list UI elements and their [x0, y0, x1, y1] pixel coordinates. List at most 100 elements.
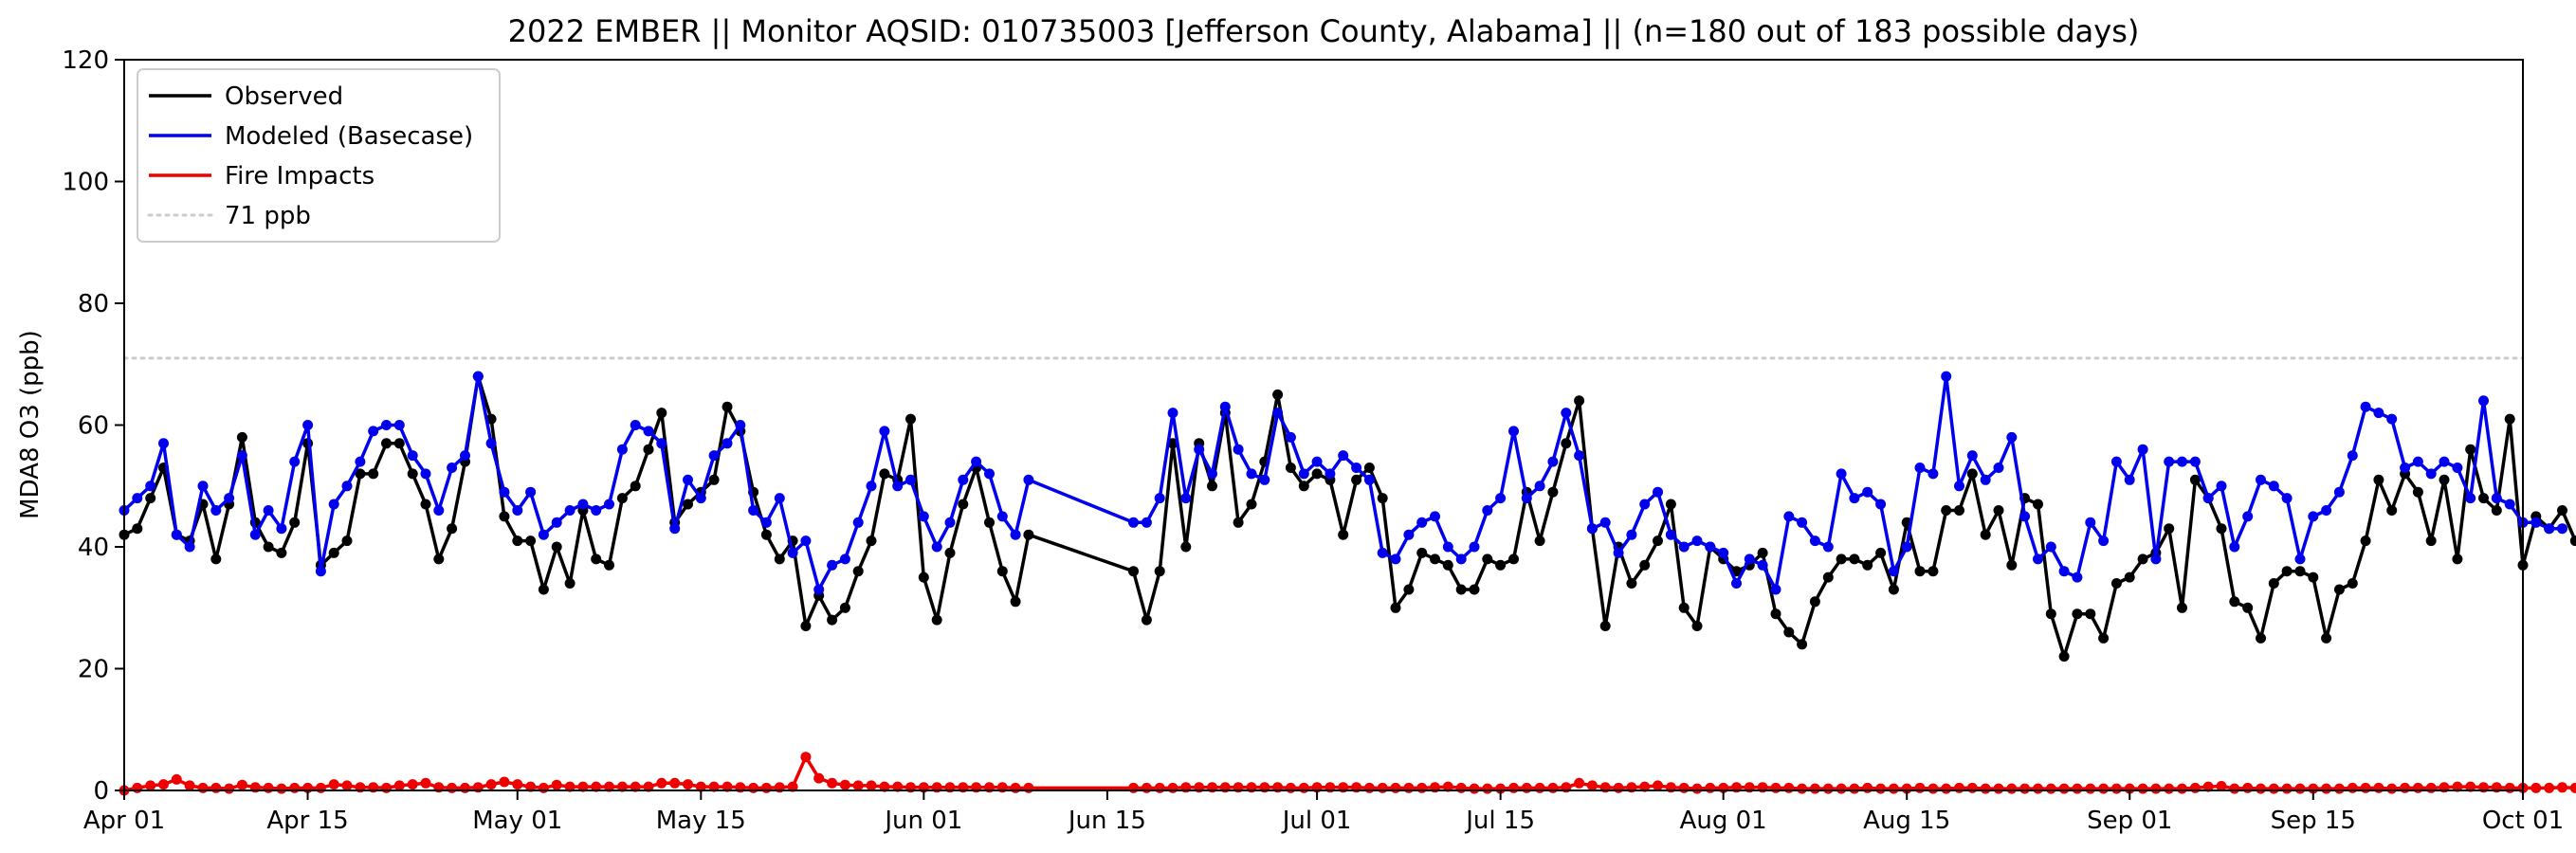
- x-tick-label: Sep 01: [2087, 807, 2172, 835]
- data-point-fire-impacts: [1927, 783, 1939, 794]
- data-point-modeled-basecase: [236, 450, 247, 462]
- data-point-observed: [2033, 499, 2043, 510]
- data-point-modeled-basecase: [2452, 463, 2463, 473]
- data-point-observed: [2164, 523, 2175, 535]
- data-point-observed: [2242, 602, 2254, 613]
- data-point-observed: [1599, 621, 1611, 631]
- data-point-observed: [551, 541, 562, 553]
- data-point-observed: [2137, 554, 2148, 565]
- data-point-modeled-basecase: [2321, 505, 2332, 516]
- data-point-observed: [1954, 505, 1964, 516]
- data-point-fire-impacts: [485, 779, 497, 790]
- data-point-observed: [1691, 621, 1703, 631]
- data-point-fire-impacts: [1521, 782, 1532, 793]
- data-point-fire-impacts: [2072, 783, 2083, 794]
- data-point-fire-impacts: [630, 781, 641, 792]
- data-point-observed: [1966, 468, 1978, 480]
- data-point-observed: [2386, 505, 2398, 516]
- data-point-observed: [525, 535, 537, 547]
- data-point-modeled-basecase: [1141, 517, 1152, 528]
- data-point-modeled-basecase: [577, 499, 589, 510]
- data-point-fire-impacts: [2019, 783, 2031, 794]
- data-point-modeled-basecase: [1613, 547, 1624, 558]
- data-point-observed: [616, 493, 628, 504]
- data-point-modeled-basecase: [2308, 511, 2319, 522]
- data-point-observed: [1822, 572, 1834, 583]
- data-point-modeled-basecase: [2294, 554, 2306, 565]
- data-point-fire-impacts: [643, 781, 654, 792]
- data-point-fire-impacts: [2412, 782, 2423, 793]
- data-point-observed: [1495, 559, 1507, 571]
- data-point-modeled-basecase: [722, 438, 733, 449]
- data-point-observed: [2189, 474, 2201, 485]
- data-point-observed: [1809, 596, 1820, 608]
- data-point-observed: [1023, 529, 1034, 540]
- data-point-modeled-basecase: [1849, 493, 1860, 504]
- data-point-observed: [1875, 547, 1887, 558]
- data-point-fire-impacts: [132, 782, 143, 793]
- data-point-observed: [2308, 572, 2319, 583]
- data-point-fire-impacts: [1822, 783, 1834, 794]
- data-point-observed: [538, 584, 549, 595]
- data-point-fire-impacts: [2294, 783, 2306, 794]
- data-point-fire-impacts: [2452, 781, 2463, 792]
- data-point-modeled-basecase: [2530, 517, 2542, 528]
- data-point-fire-impacts: [2150, 783, 2162, 794]
- data-point-fire-impacts: [1285, 782, 1296, 793]
- data-point-modeled-basecase: [2019, 511, 2031, 522]
- data-point-observed: [1980, 529, 1991, 540]
- data-point-fire-impacts: [381, 782, 392, 793]
- data-point-modeled-basecase: [2085, 517, 2096, 528]
- data-point-observed: [2281, 566, 2293, 577]
- data-point-fire-impacts: [1416, 782, 1428, 793]
- data-point-fire-impacts: [315, 782, 326, 793]
- data-point-modeled-basecase: [132, 493, 143, 504]
- data-point-observed: [2478, 493, 2489, 504]
- data-point-modeled-basecase: [1639, 499, 1651, 510]
- legend-label: Modeled (Basecase): [225, 122, 473, 151]
- data-point-observed: [1665, 499, 1676, 510]
- data-point-fire-impacts: [1455, 782, 1467, 793]
- data-point-observed: [1653, 535, 1663, 547]
- data-point-modeled-basecase: [604, 499, 614, 510]
- data-point-modeled-basecase: [355, 456, 366, 467]
- y-tick-label: 120: [62, 46, 109, 75]
- x-tick-label: Sep 15: [2271, 807, 2356, 835]
- data-point-observed: [827, 614, 838, 626]
- data-point-observed: [1298, 481, 1309, 492]
- data-point-modeled-basecase: [210, 505, 222, 516]
- data-point-observed: [1272, 389, 1284, 400]
- data-point-modeled-basecase: [1430, 511, 1440, 522]
- data-point-modeled-basecase: [800, 535, 812, 547]
- data-point-fire-impacts: [1705, 782, 1716, 793]
- data-point-modeled-basecase: [1298, 468, 1309, 480]
- data-point-observed: [1351, 474, 1362, 485]
- data-point-observed: [1377, 493, 1388, 504]
- data-point-fire-impacts: [2045, 783, 2056, 794]
- data-point-modeled-basecase: [184, 541, 195, 553]
- data-point-modeled-basecase: [1914, 463, 1926, 473]
- data-point-modeled-basecase: [1980, 474, 1991, 485]
- data-point-modeled-basecase: [564, 505, 575, 516]
- data-point-fire-impacts: [787, 781, 798, 792]
- data-point-modeled-basecase: [1993, 463, 2004, 473]
- data-point-modeled-basecase: [2491, 493, 2502, 504]
- data-point-modeled-basecase: [1665, 529, 1676, 540]
- data-point-modeled-basecase: [1154, 493, 1165, 504]
- data-point-modeled-basecase: [944, 517, 956, 528]
- data-point-fire-impacts: [1403, 782, 1415, 793]
- data-point-modeled-basecase: [1809, 535, 1820, 547]
- data-point-fire-impacts: [1639, 781, 1651, 792]
- data-point-fire-impacts: [328, 779, 339, 790]
- data-point-fire-impacts: [2333, 783, 2345, 794]
- data-point-fire-impacts: [1442, 781, 1453, 792]
- data-point-observed: [1547, 486, 1559, 498]
- data-point-observed: [1914, 566, 1926, 577]
- data-point-observed: [1363, 463, 1375, 473]
- data-point-fire-impacts: [1534, 782, 1545, 793]
- data-point-modeled-basecase: [1574, 450, 1585, 462]
- data-point-observed: [839, 602, 850, 613]
- data-point-observed: [1403, 584, 1415, 595]
- data-point-observed: [1993, 505, 2004, 516]
- data-point-observed: [381, 438, 392, 449]
